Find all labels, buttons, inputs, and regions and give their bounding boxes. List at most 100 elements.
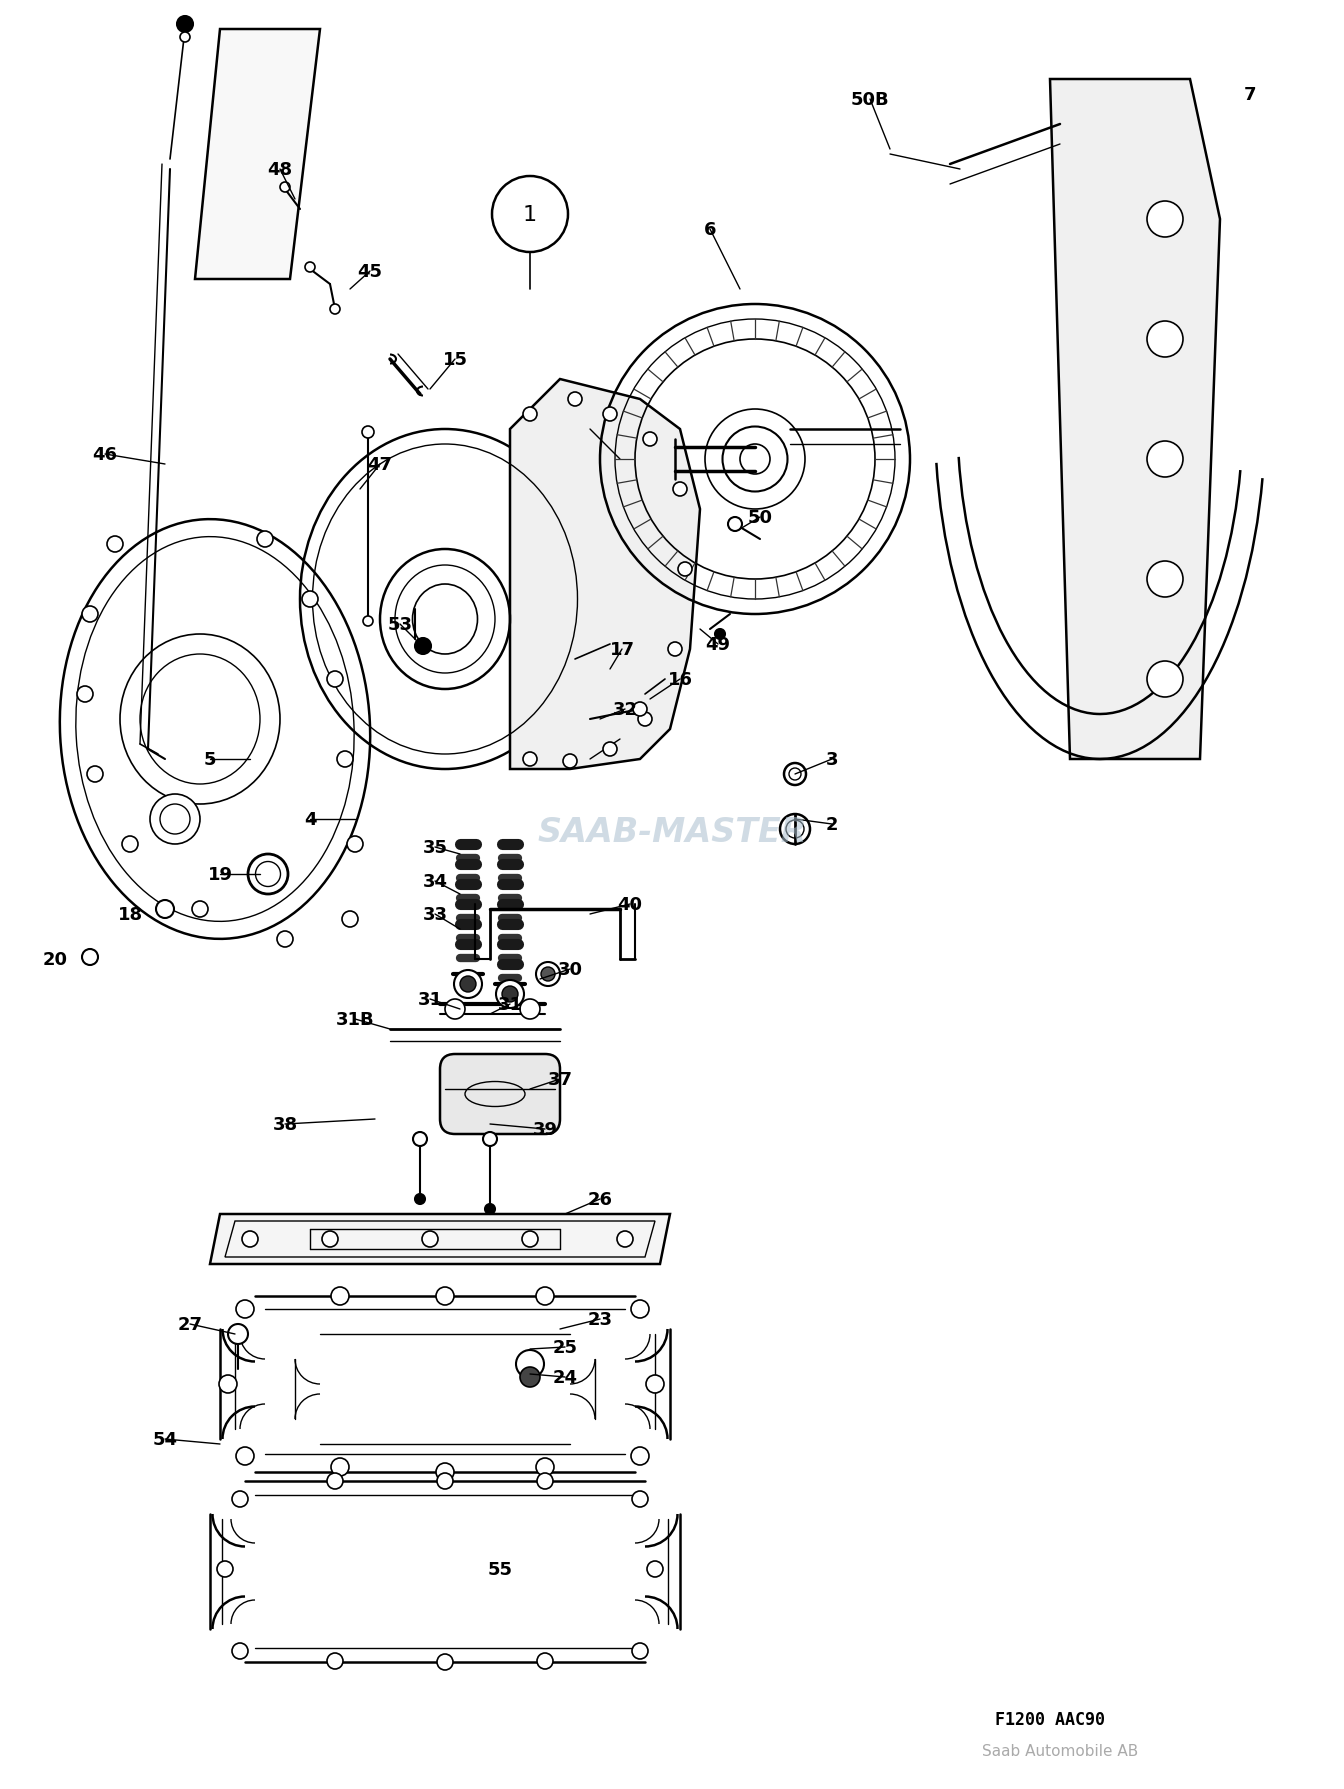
Circle shape bbox=[520, 1000, 540, 1020]
Text: 35: 35 bbox=[422, 839, 448, 857]
Text: 33: 33 bbox=[422, 905, 448, 923]
Text: 40: 40 bbox=[617, 896, 642, 914]
Circle shape bbox=[413, 1132, 427, 1147]
Circle shape bbox=[151, 794, 200, 844]
Circle shape bbox=[341, 911, 358, 927]
Circle shape bbox=[82, 606, 98, 623]
Circle shape bbox=[668, 642, 681, 657]
Polygon shape bbox=[1050, 81, 1220, 760]
Circle shape bbox=[569, 394, 582, 406]
Text: 19: 19 bbox=[207, 866, 233, 884]
Circle shape bbox=[242, 1231, 258, 1247]
Circle shape bbox=[257, 531, 273, 547]
Text: 5: 5 bbox=[204, 751, 216, 769]
Circle shape bbox=[642, 433, 657, 447]
Text: 4: 4 bbox=[304, 810, 316, 828]
Text: Saab Automobile AB: Saab Automobile AB bbox=[982, 1744, 1138, 1759]
Text: 25: 25 bbox=[552, 1338, 578, 1356]
Text: 53: 53 bbox=[387, 615, 413, 633]
Circle shape bbox=[302, 592, 319, 608]
Circle shape bbox=[538, 1472, 552, 1488]
Circle shape bbox=[422, 1231, 438, 1247]
Text: 46: 46 bbox=[93, 445, 117, 463]
Circle shape bbox=[277, 932, 293, 948]
Circle shape bbox=[715, 630, 724, 640]
Circle shape bbox=[454, 970, 482, 998]
Text: F1200 AAC90: F1200 AAC90 bbox=[995, 1710, 1105, 1728]
Circle shape bbox=[237, 1447, 254, 1465]
Text: 15: 15 bbox=[442, 351, 468, 369]
Polygon shape bbox=[509, 379, 700, 769]
Circle shape bbox=[1146, 562, 1183, 598]
Circle shape bbox=[363, 617, 374, 626]
Circle shape bbox=[305, 263, 314, 274]
Text: 27: 27 bbox=[177, 1315, 203, 1333]
Text: 3: 3 bbox=[825, 751, 839, 769]
Text: 2: 2 bbox=[825, 816, 839, 834]
Circle shape bbox=[280, 182, 290, 193]
Circle shape bbox=[331, 1458, 349, 1476]
Circle shape bbox=[677, 564, 692, 576]
Circle shape bbox=[77, 687, 93, 703]
Circle shape bbox=[633, 703, 646, 717]
Circle shape bbox=[542, 968, 555, 982]
Circle shape bbox=[192, 902, 208, 918]
Text: 6: 6 bbox=[704, 220, 716, 240]
Text: SAAB-MASTER: SAAB-MASTER bbox=[538, 816, 806, 848]
Circle shape bbox=[216, 1562, 233, 1578]
Text: 1: 1 bbox=[523, 206, 538, 225]
Circle shape bbox=[630, 1447, 649, 1465]
Text: 37: 37 bbox=[547, 1070, 573, 1088]
Text: 39: 39 bbox=[532, 1120, 558, 1138]
Circle shape bbox=[228, 1324, 249, 1344]
Circle shape bbox=[177, 16, 194, 32]
Circle shape bbox=[327, 1653, 343, 1669]
Circle shape bbox=[108, 537, 124, 553]
Text: 47: 47 bbox=[367, 456, 392, 474]
Circle shape bbox=[233, 1492, 249, 1506]
Circle shape bbox=[347, 837, 363, 853]
Circle shape bbox=[415, 639, 431, 655]
Circle shape bbox=[362, 428, 374, 438]
Text: 50B: 50B bbox=[851, 91, 890, 109]
Circle shape bbox=[638, 712, 652, 726]
Circle shape bbox=[485, 1204, 495, 1215]
Circle shape bbox=[492, 177, 569, 252]
Circle shape bbox=[331, 1288, 349, 1306]
Circle shape bbox=[646, 1376, 664, 1394]
Circle shape bbox=[337, 751, 353, 767]
Circle shape bbox=[323, 1231, 337, 1247]
Circle shape bbox=[536, 1458, 554, 1476]
Polygon shape bbox=[210, 1215, 671, 1265]
FancyBboxPatch shape bbox=[439, 1054, 560, 1134]
Circle shape bbox=[563, 755, 577, 769]
Text: 20: 20 bbox=[43, 950, 67, 968]
Circle shape bbox=[673, 483, 687, 497]
Circle shape bbox=[1146, 202, 1183, 238]
Circle shape bbox=[156, 900, 173, 918]
Circle shape bbox=[520, 1367, 540, 1386]
Text: 38: 38 bbox=[273, 1115, 297, 1134]
Text: 49: 49 bbox=[706, 635, 731, 653]
Circle shape bbox=[617, 1231, 633, 1247]
Circle shape bbox=[536, 962, 560, 986]
Text: 55: 55 bbox=[488, 1560, 512, 1578]
Text: 50: 50 bbox=[747, 508, 773, 526]
Circle shape bbox=[503, 986, 517, 1002]
Circle shape bbox=[496, 980, 524, 1009]
Circle shape bbox=[1146, 662, 1183, 698]
Circle shape bbox=[435, 1463, 454, 1481]
Text: 30: 30 bbox=[558, 961, 582, 979]
Circle shape bbox=[632, 1642, 648, 1658]
Text: 32: 32 bbox=[613, 701, 637, 719]
Text: 7: 7 bbox=[1243, 86, 1257, 104]
Text: 26: 26 bbox=[587, 1190, 613, 1208]
Circle shape bbox=[327, 671, 343, 687]
Circle shape bbox=[630, 1301, 649, 1318]
Circle shape bbox=[521, 1231, 538, 1247]
Circle shape bbox=[632, 1492, 648, 1506]
Circle shape bbox=[233, 1642, 249, 1658]
Circle shape bbox=[437, 1655, 453, 1671]
Circle shape bbox=[180, 32, 190, 43]
Circle shape bbox=[482, 1132, 497, 1147]
